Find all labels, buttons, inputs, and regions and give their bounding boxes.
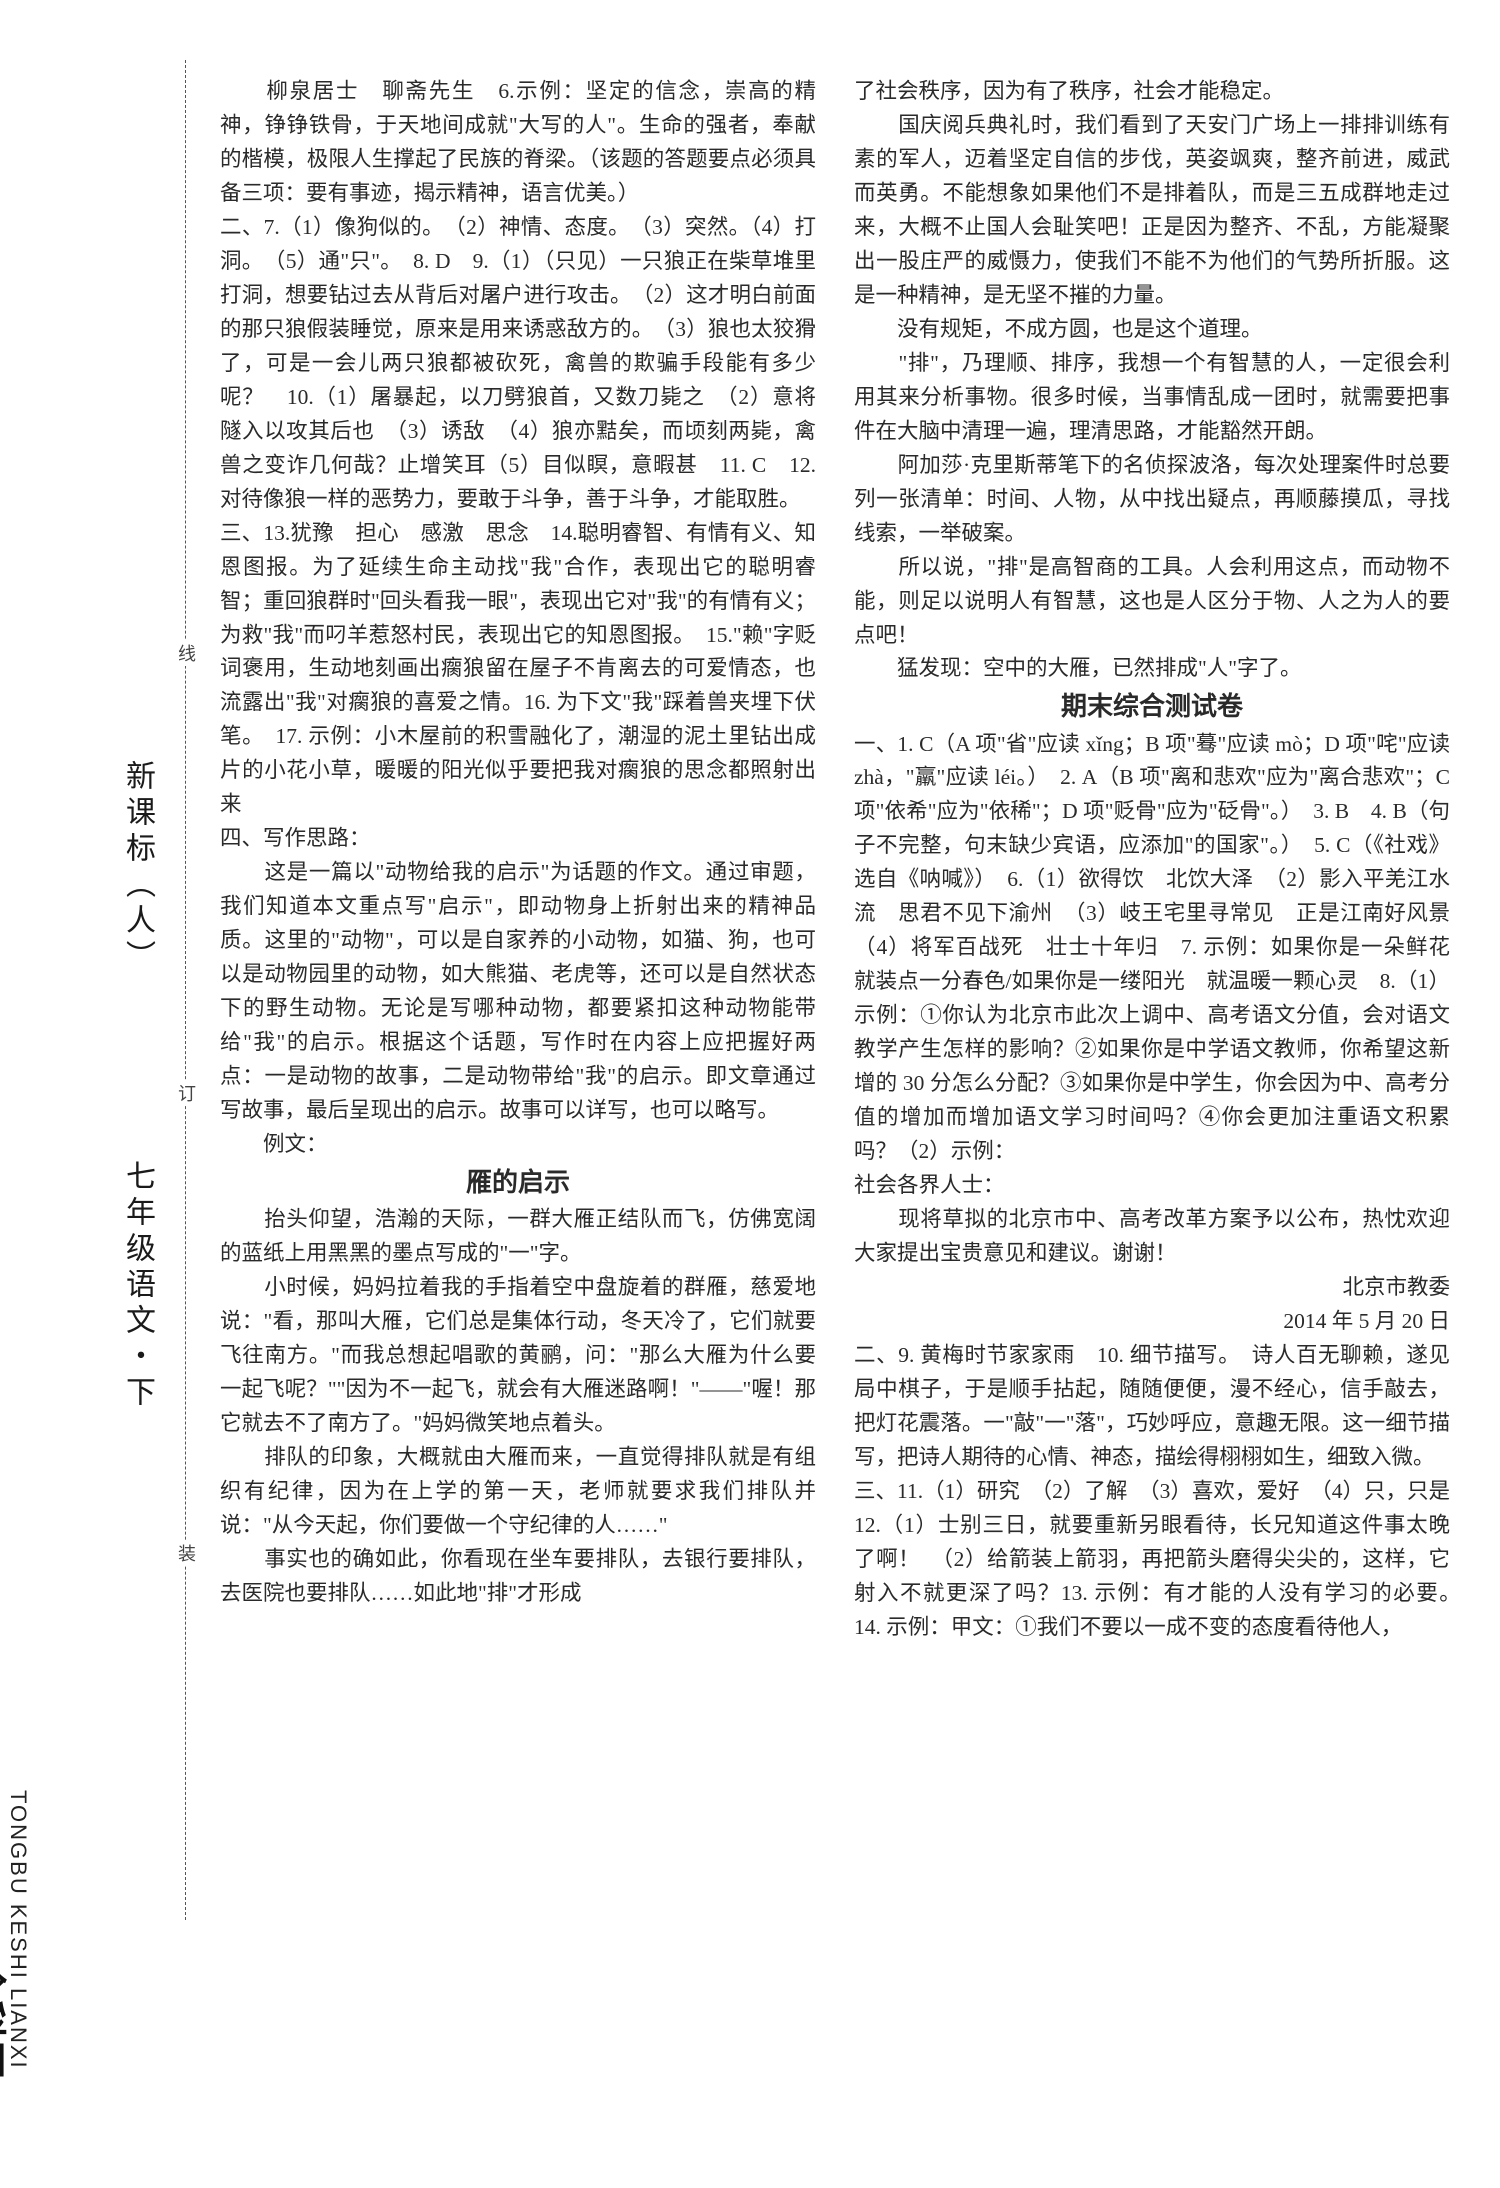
spine-brand: 全科王: [0, 1960, 18, 2080]
text-block: 阿加莎·克里斯蒂笔下的名侦探波洛，每次处理案件时总要列一张清单：时间、人物，从中…: [854, 449, 1450, 551]
left-column: 柳泉居士 聊斋先生 6.示例：坚定的信念，崇高的精神，铮铮铁骨，于天地间成就"大…: [220, 75, 816, 1915]
text-block: 三、11.（1）研究 （2）了解 （3）喜欢，爱好 （4）只，只是 12.（1）…: [854, 1475, 1450, 1645]
text-block: 三、13.犹豫 担心 感激 思念 14.聪明睿智、有情有义、知恩图报。为了延续生…: [220, 517, 816, 823]
right-column: 了社会秩序，因为有了秩序，社会才能稳定。 国庆阅兵典礼时，我们看到了天安门广场上…: [854, 75, 1450, 1915]
text-block: 国庆阅兵典礼时，我们看到了天安门广场上一排排训练有素的军人，迈着坚定自信的步伐，…: [854, 109, 1450, 313]
vertical-label-grade: 七年级语文・下: [115, 1160, 159, 1412]
page-content: 柳泉居士 聊斋先生 6.示例：坚定的信念，崇高的精神，铮铮铁骨，于天地间成就"大…: [220, 75, 1450, 1915]
text-block: 例文：: [220, 1128, 816, 1162]
text-block: 排队的印象，大概就由大雁而来，一直觉得排队就是有组织有纪律，因为在上学的第一天，…: [220, 1441, 816, 1543]
text-block: 所以说，"排"是高智商的工具。人会利用这点，而动物不能，则足以说明人有智慧，这也…: [854, 551, 1450, 653]
signature-date: 2014 年 5 月 20 日: [854, 1305, 1450, 1339]
text-block: 社会各界人士：: [854, 1169, 1450, 1203]
text-block: 了社会秩序，因为有了秩序，社会才能稳定。: [854, 75, 1450, 109]
binding-char-3: 装: [178, 1540, 196, 1566]
binding-line: [185, 60, 186, 1920]
vertical-label-course: 新课标（人）: [115, 760, 159, 976]
text-block: 小时候，妈妈拉着我的手指着空中盘旋着的群雁，慈爱地说："看，那叫大雁，它们总是集…: [220, 1271, 816, 1441]
exam-title: 期末综合测试卷: [854, 686, 1450, 727]
text-block: 一、1. C（A 项"省"应读 xǐng；B 项"蓦"应读 mò；D 项"咤"应…: [854, 728, 1450, 1170]
binding-char-2: 订: [178, 1080, 196, 1106]
signature-org: 北京市教委: [854, 1271, 1450, 1305]
text-block: 猛发现：空中的大雁，已然排成"人"字了。: [854, 652, 1450, 686]
text-block: 二、9. 黄梅时节家家雨 10. 细节描写。 诗人百无聊赖，遂见局中棋子，于是顺…: [854, 1339, 1450, 1475]
essay-title: 雁的启示: [220, 1162, 816, 1203]
text-block: 抬头仰望，浩瀚的天际，一群大雁正结队而飞，仿佛宽阔的蓝纸上用黑黑的墨点写成的"一…: [220, 1203, 816, 1271]
text-block: 没有规矩，不成方圆，也是这个道理。: [854, 313, 1450, 347]
text-block: 这是一篇以"动物给我的启示"为话题的作文。通过审题，我们知道本文重点写"启示"，…: [220, 856, 816, 1128]
binding-char-1: 线: [178, 640, 196, 666]
text-block: 四、写作思路：: [220, 822, 816, 856]
text-block: 柳泉居士 聊斋先生 6.示例：坚定的信念，崇高的精神，铮铮铁骨，于天地间成就"大…: [220, 75, 816, 211]
text-block: 事实也的确如此，你看现在坐车要排队，去银行要排队，去医院也要排队……如此地"排"…: [220, 1543, 816, 1611]
text-block: 二、7.（1）像狗似的。 （2）神情、态度。 （3）突然。（4）打洞。 （5）通…: [220, 211, 816, 517]
text-block: 现将草拟的北京市中、高考改革方案予以公布，热忱欢迎大家提出宝贵意见和建议。谢谢！: [854, 1203, 1450, 1271]
text-block: "排"，乃理顺、排序，我想一个有智慧的人，一定很会利用其来分析事物。很多时候，当…: [854, 347, 1450, 449]
